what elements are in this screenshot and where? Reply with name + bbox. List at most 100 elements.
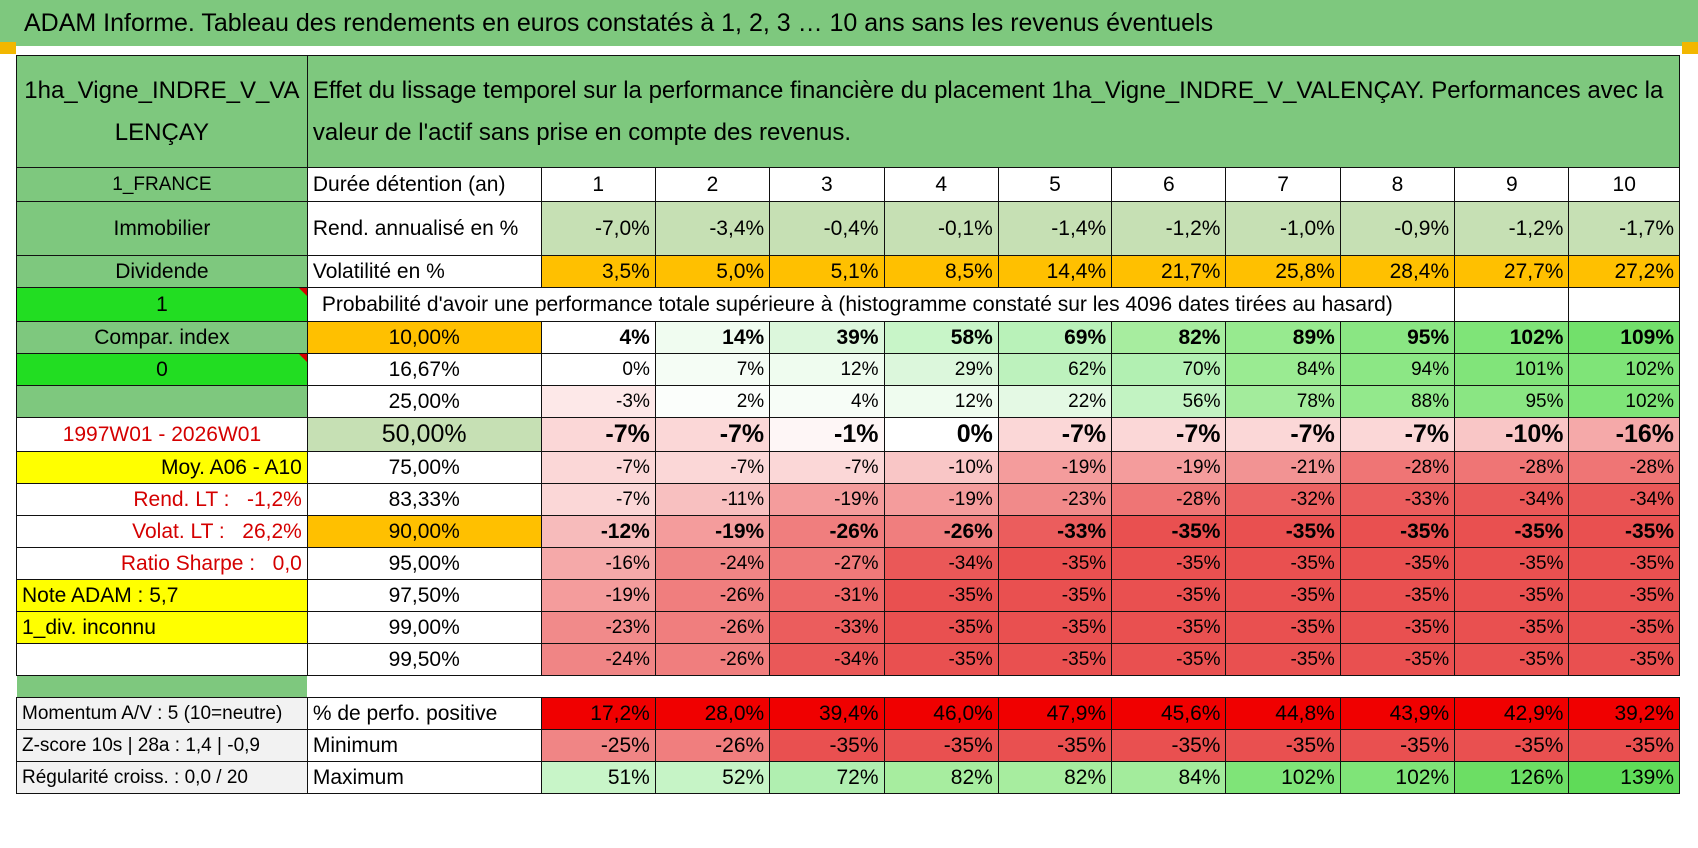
rend-value: -1,2%	[1454, 201, 1570, 256]
rend-value: -1,0%	[1225, 201, 1341, 256]
rend-row: Immobilier Rend. annualisé en % -7,0% -3,…	[16, 201, 1680, 256]
quantile-value: -7%	[997, 417, 1113, 452]
quantile-value: -7%	[654, 417, 771, 452]
performance-table: 1ha_Vigne_INDRE_V_VALENÇAY Effet du liss…	[16, 55, 1681, 794]
rend-value: -0,9%	[1339, 201, 1456, 256]
quantile-value: -26%	[769, 515, 885, 548]
quantile-value: 12%	[883, 385, 999, 418]
min-value: -35%	[997, 729, 1113, 762]
quantile-value: -34%	[1568, 483, 1680, 516]
volat-lt: Volat. LT : 26,2%	[16, 515, 308, 548]
min-value: -26%	[654, 729, 771, 762]
year-header: 1	[540, 167, 656, 202]
quantile-value: -35%	[1111, 515, 1227, 548]
max-value: 52%	[654, 761, 771, 794]
min-label: Minimum	[306, 729, 542, 762]
quantile-value: 95%	[1454, 385, 1570, 418]
quantile-label: 16,67%	[306, 353, 542, 386]
rend-value: -1,2%	[1111, 201, 1227, 256]
quantile-value: 69%	[997, 321, 1113, 354]
quantile-value: -35%	[997, 579, 1113, 612]
rend-label: Rend. annualisé en %	[306, 201, 542, 256]
quantile-label: 10,00%	[306, 321, 542, 354]
min-value: -35%	[1111, 729, 1227, 762]
quantile-value: -7%	[654, 451, 771, 484]
quantile-value: -34%	[883, 547, 999, 580]
pos-value: 46,0%	[883, 697, 999, 730]
max-value: 51%	[540, 761, 656, 794]
sharpe-ratio: Ratio Sharpe : 0,0	[16, 547, 308, 580]
div-label: 1_div. inconnu	[16, 611, 308, 644]
corner-marker-right	[1682, 42, 1698, 54]
vol-value: 27,2%	[1568, 255, 1680, 288]
quantile-row: Compar. index 10,00% 4% 14% 39% 58% 69% 82% 89% 9…	[16, 321, 1680, 354]
rend-lt: Rend. LT : -1,2%	[16, 483, 308, 516]
rend-lt-value: -1,2%	[246, 487, 302, 511]
quantile-value: 22%	[997, 385, 1113, 418]
quantile-value: 12%	[769, 353, 885, 386]
quantile-value: -10%	[1454, 417, 1570, 452]
prob-title-row: 1 Probabilité d'avoir une performance to…	[16, 287, 1680, 322]
quantile-value: -35%	[883, 611, 999, 644]
min-value: -35%	[1339, 729, 1456, 762]
year-header: 4	[883, 167, 999, 202]
quantile-label: 83,33%	[306, 483, 542, 516]
flag2-cell[interactable]: 0	[16, 353, 308, 386]
quantile-value: -35%	[997, 643, 1113, 676]
year-header: 8	[1339, 167, 1456, 202]
year-header: 10	[1568, 167, 1680, 202]
corner-marker-left	[0, 42, 16, 54]
quantile-row: 1997W01 - 2026W01 50,00% -7% -7% -1% 0% -7% -7%…	[16, 417, 1680, 452]
quantile-value: -28%	[1568, 451, 1680, 484]
quantile-value: -26%	[883, 515, 999, 548]
quantile-value: -35%	[997, 611, 1113, 644]
quantile-value: -31%	[769, 579, 885, 612]
quantile-label: 50,00%	[306, 417, 542, 452]
quantile-value: -35%	[1111, 611, 1227, 644]
max-value: 84%	[1111, 761, 1227, 794]
quantile-value: -12%	[540, 515, 656, 548]
asset-name: 1ha_Vigne_INDRE_V_VALENÇAY	[24, 76, 300, 146]
quantile-value: 0%	[883, 417, 999, 452]
quantile-value: 62%	[997, 353, 1113, 386]
quantile-value: 7%	[654, 353, 771, 386]
quantile-value: 2%	[654, 385, 771, 418]
vol-label: Volatilité en %	[306, 255, 542, 288]
quantile-value: -35%	[1568, 643, 1680, 676]
rend-value: -1,7%	[1568, 201, 1680, 256]
min-value: -25%	[540, 729, 656, 762]
quantile-value: -19%	[540, 579, 656, 612]
quantile-row: 0 16,67% 0% 7% 12% 29% 62% 70% 84% 94% 101% 102%	[16, 353, 1680, 386]
quantile-value: -1%	[769, 417, 885, 452]
description: Effet du lissage temporel sur la perform…	[312, 76, 1664, 146]
quantile-row: Note ADAM : 5,7 97,50% -19% -26% -31% -35% -35…	[16, 579, 1680, 612]
volat-lt-label: Volat. LT :	[132, 519, 225, 543]
quantile-value: 102%	[1568, 353, 1680, 386]
year-header: 7	[1225, 167, 1341, 202]
flag1-cell[interactable]: 1	[16, 287, 308, 322]
quantile-value: -19%	[1111, 451, 1227, 484]
regularite-label: Régularité croiss. : 0,0 / 20	[16, 761, 308, 794]
empty-left-cell	[16, 643, 308, 676]
quantile-value: -35%	[1568, 547, 1680, 580]
vol-value: 25,8%	[1225, 255, 1341, 288]
gap-green-cell	[16, 675, 308, 698]
quantile-value: -35%	[1225, 611, 1341, 644]
quantile-value: 101%	[1454, 353, 1570, 386]
zscore-label: Z-score 10s | 28a : 1,4 | -0,9	[16, 729, 308, 762]
quantile-value: -35%	[1454, 643, 1570, 676]
quantile-value: -21%	[1225, 451, 1341, 484]
rend-value: -7,0%	[540, 201, 656, 256]
quantile-value: 0%	[540, 353, 656, 386]
quantile-value: -33%	[997, 515, 1113, 548]
quantile-row: 25,00% -3% 2% 4% 12% 22% 56% 78% 88% 95% 102%	[16, 385, 1680, 418]
pos-value: 17,2%	[540, 697, 656, 730]
max-value: 102%	[1225, 761, 1341, 794]
quantile-value: -35%	[1111, 643, 1227, 676]
quantile-row: 1_div. inconnu 99,00% -23% -26% -33% -35% -35%…	[16, 611, 1680, 644]
country-label: 1_FRANCE	[16, 167, 308, 202]
year-header: 2	[654, 167, 771, 202]
quantile-row: Moy. A06 - A10 75,00% -7% -7% -7% -10% -19% -19…	[16, 451, 1680, 484]
min-value: -35%	[1568, 729, 1680, 762]
